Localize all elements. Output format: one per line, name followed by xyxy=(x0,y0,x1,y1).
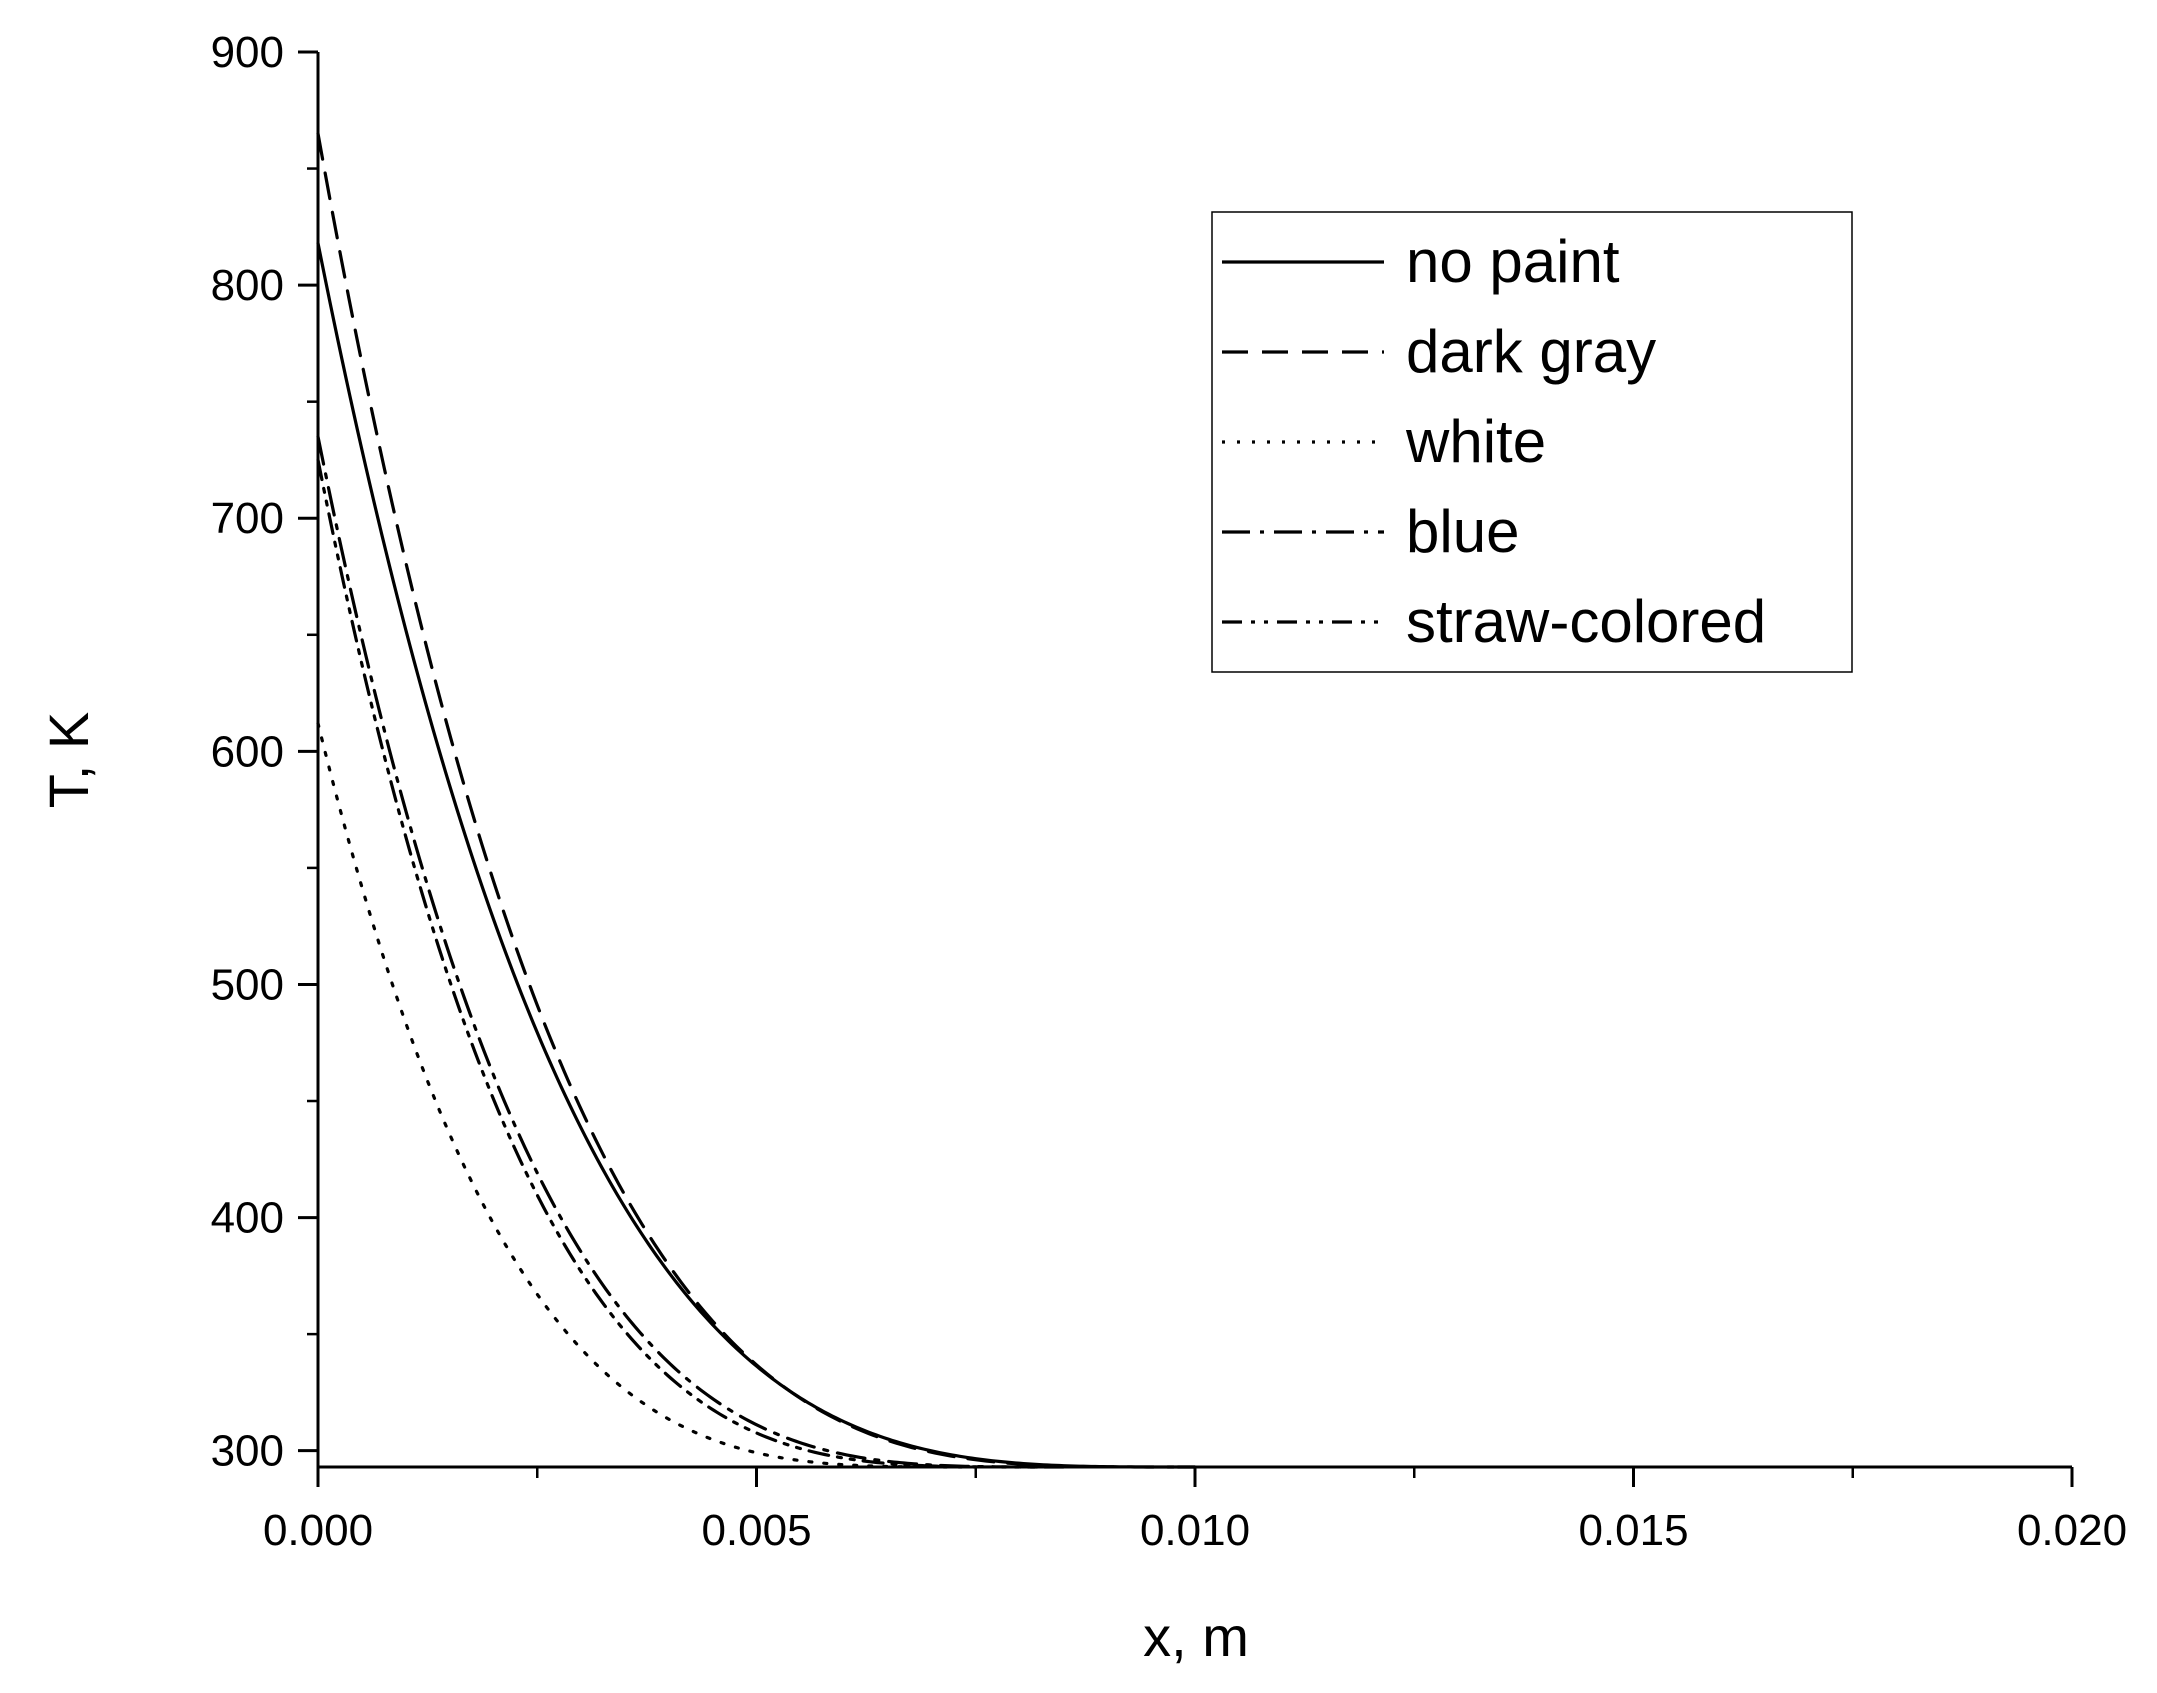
y-tick-label: 400 xyxy=(211,1194,284,1243)
axes: 0.000 0.005 0.010 0.015 0.020 300 400 500 600 700… xyxy=(211,28,2127,1555)
x-tick-label: 0.000 xyxy=(263,1506,373,1555)
series-line-no-paint xyxy=(316,241,1197,1469)
y-tick-label: 700 xyxy=(211,494,284,543)
legend-label: white xyxy=(1405,408,1546,475)
x-tick-label: 0.010 xyxy=(1140,1506,1250,1555)
x-tick-label: 0.005 xyxy=(701,1506,811,1555)
legend-label: no paint xyxy=(1406,228,1620,295)
y-axis-title: T, K xyxy=(37,712,100,808)
series-layer xyxy=(316,131,1197,1469)
legend: no paint dark gray white blue straw-colored xyxy=(1211,211,1853,673)
y-tick-label: 800 xyxy=(211,261,284,310)
y-tick-label: 900 xyxy=(211,28,284,77)
series-line-dark-gray xyxy=(316,131,1176,1469)
x-tick-label: 0.020 xyxy=(2017,1506,2127,1555)
legend-label: straw-colored xyxy=(1406,588,1766,655)
y-tick-label: 300 xyxy=(211,1427,284,1476)
series-line-blue xyxy=(316,435,1066,1469)
y-tick-label: 500 xyxy=(211,960,284,1009)
legend-frame xyxy=(1211,211,1853,673)
x-tick-label: 0.015 xyxy=(1578,1506,1688,1555)
x-axis-title: x, m xyxy=(1143,1605,1249,1668)
y-tick-label: 600 xyxy=(211,727,284,776)
legend-label: blue xyxy=(1406,498,1519,565)
legend-label: dark gray xyxy=(1406,318,1656,385)
series-line-white xyxy=(316,721,978,1469)
series-line-straw-colored xyxy=(316,458,1039,1469)
